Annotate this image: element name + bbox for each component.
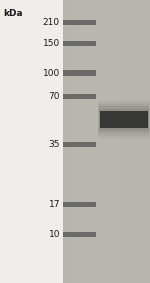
Bar [80, 0, 85, 283]
Bar [76, 0, 80, 283]
Text: 70: 70 [48, 92, 60, 101]
Text: 210: 210 [43, 18, 60, 27]
Bar [124, 0, 128, 283]
Bar [98, 0, 102, 283]
Bar [99, 111, 148, 128]
Text: 35: 35 [48, 140, 60, 149]
Bar [98, 104, 149, 135]
Text: 10: 10 [48, 230, 60, 239]
Bar [120, 0, 124, 283]
Bar [85, 0, 89, 283]
Bar [93, 0, 98, 283]
Bar [102, 0, 106, 283]
Bar [98, 100, 150, 139]
Bar [63, 232, 96, 237]
Bar [111, 0, 115, 283]
Bar [99, 106, 149, 132]
Bar [89, 0, 93, 283]
Bar [99, 109, 148, 130]
Bar [98, 102, 150, 137]
Bar [128, 0, 133, 283]
Bar [63, 94, 96, 99]
Bar [63, 70, 96, 76]
Bar [67, 0, 72, 283]
Bar [63, 41, 96, 46]
Bar [99, 111, 148, 128]
Text: 100: 100 [43, 68, 60, 78]
Text: 17: 17 [48, 200, 60, 209]
Bar [63, 0, 67, 283]
Bar [137, 0, 141, 283]
Bar [63, 202, 96, 207]
Bar [141, 0, 146, 283]
Bar [115, 0, 120, 283]
Bar [63, 20, 96, 25]
Bar [106, 0, 111, 283]
Text: kDa: kDa [3, 9, 23, 18]
Bar [63, 142, 96, 147]
Bar [72, 0, 76, 283]
Bar [146, 0, 150, 283]
Bar [63, 0, 150, 283]
Text: 150: 150 [43, 39, 60, 48]
Bar [133, 0, 137, 283]
